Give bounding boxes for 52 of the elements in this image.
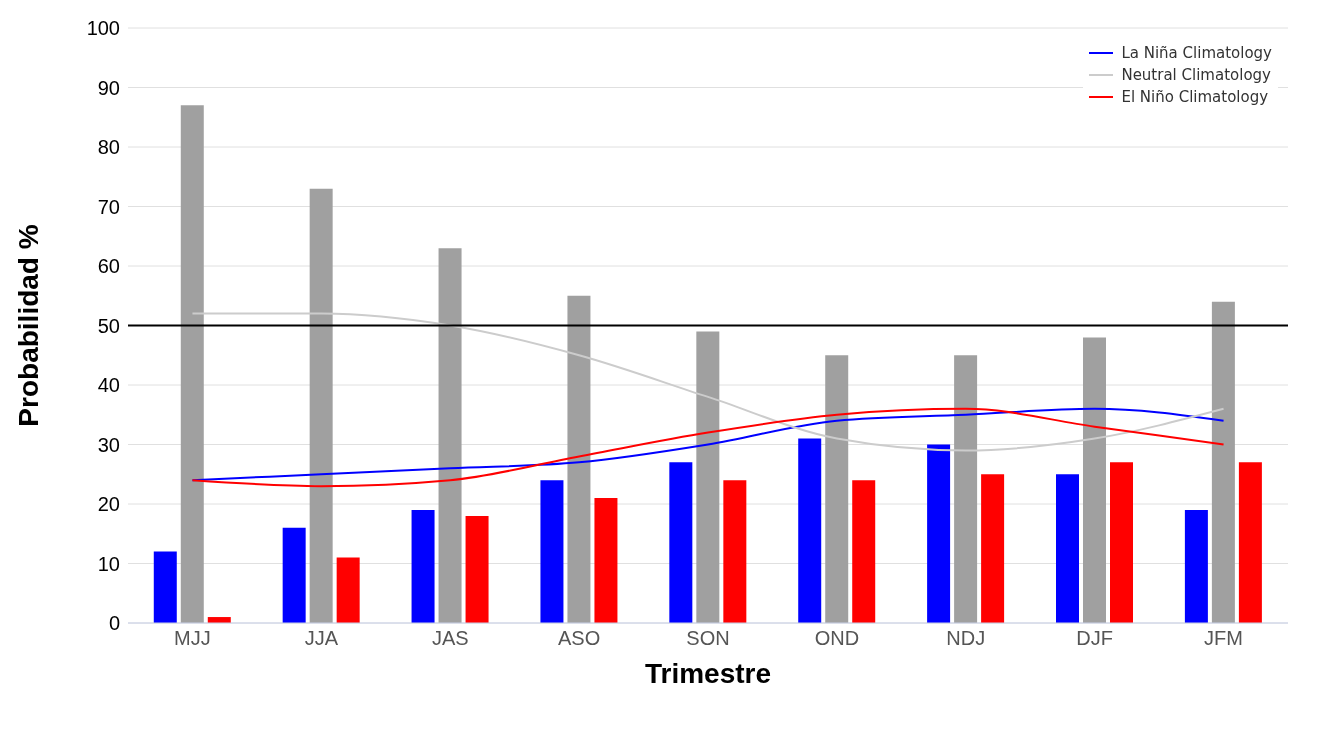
x-tick-label: ASO [557,627,601,650]
bar [336,557,360,623]
legend-label: Neutral Climatology [1121,65,1271,86]
bar [981,474,1005,623]
y-tick-label: 70 [97,195,120,218]
bar [1056,474,1079,623]
bar [696,331,720,623]
bar [465,515,489,623]
y-axis-title: Probabilidad % [12,224,44,427]
bar [1211,301,1235,623]
bar [1238,462,1262,623]
x-axis-title: Trimestre [644,658,772,689]
y-tick-label: 30 [97,433,120,456]
x-tick-label: SON [686,627,730,650]
x-tick-label: JJA [304,627,339,650]
bar [567,295,591,623]
x-tick-label: JAS [431,627,469,650]
bar [954,355,978,623]
x-tick-label: JFM [1204,627,1243,650]
bar [180,105,204,623]
y-tick-label: 80 [97,136,120,159]
x-tick-label: OND [814,627,860,650]
legend-label: La Niña Climatology [1121,43,1272,64]
line-series [191,312,1225,452]
bar [153,551,177,623]
y-tick-label: 0 [108,612,120,635]
y-tick-label: 40 [97,374,120,397]
bar [540,480,564,623]
bar [1083,337,1106,623]
bar [669,462,693,623]
bar [852,480,876,623]
y-tick-label: 10 [97,552,120,575]
bar [927,444,951,623]
legend-label: El Niño Climatology [1121,87,1269,108]
bar [309,188,333,623]
y-tick-label: 90 [97,76,120,99]
bar [282,527,306,623]
bar [411,509,435,623]
x-tick-label: DJF [1076,627,1113,650]
bar [723,480,747,623]
bar [438,248,462,623]
x-tick-label: NDJ [946,627,986,650]
bar [798,438,822,623]
y-tick-label: 60 [97,255,120,278]
bar [594,498,618,623]
bar [1110,462,1133,623]
y-tick-label: 50 [97,314,120,337]
bar [1184,509,1208,623]
bar [825,355,849,623]
y-tick-label: 100 [86,17,120,40]
y-tick-label: 20 [97,493,120,516]
x-tick-label: MJJ [174,627,211,650]
